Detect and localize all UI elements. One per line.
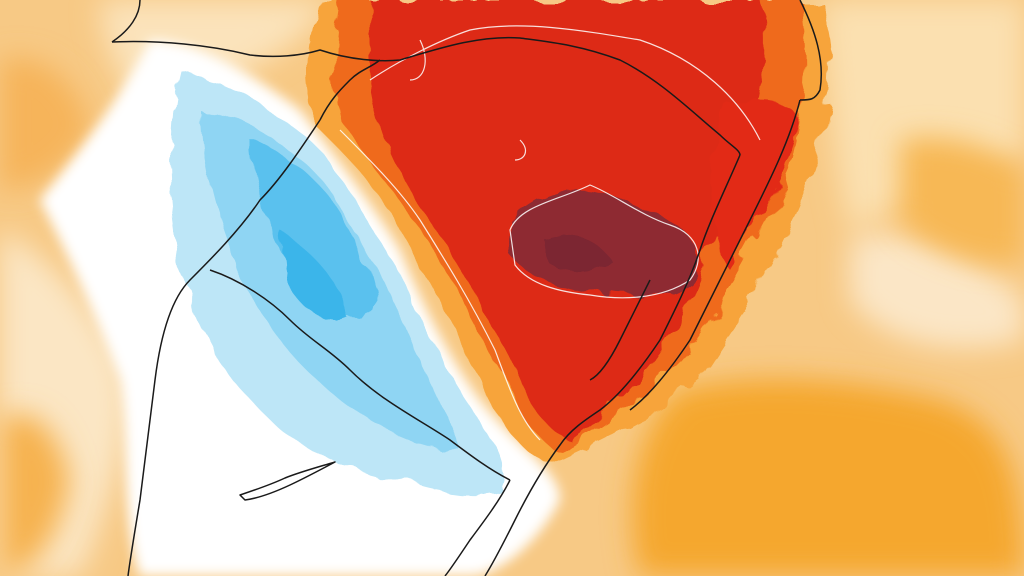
contour-lines [339, 25, 761, 441]
border-lower [444, 479, 511, 576]
coast-outer [629, 99, 801, 411]
reservoir-outline [239, 461, 336, 501]
border-west-upper [111, 0, 141, 43]
border-river-b [319, 59, 381, 121]
lagoon-shore [589, 279, 651, 381]
warm-zone-deep [510, 189, 700, 297]
coast-north-east [799, 0, 823, 101]
border-uruguay [209, 269, 511, 481]
orange-zones [0, 58, 1024, 576]
border-river-a [127, 119, 321, 576]
political-borders [111, 0, 823, 576]
border-north [111, 36, 741, 156]
coast-lagoon [484, 154, 741, 576]
